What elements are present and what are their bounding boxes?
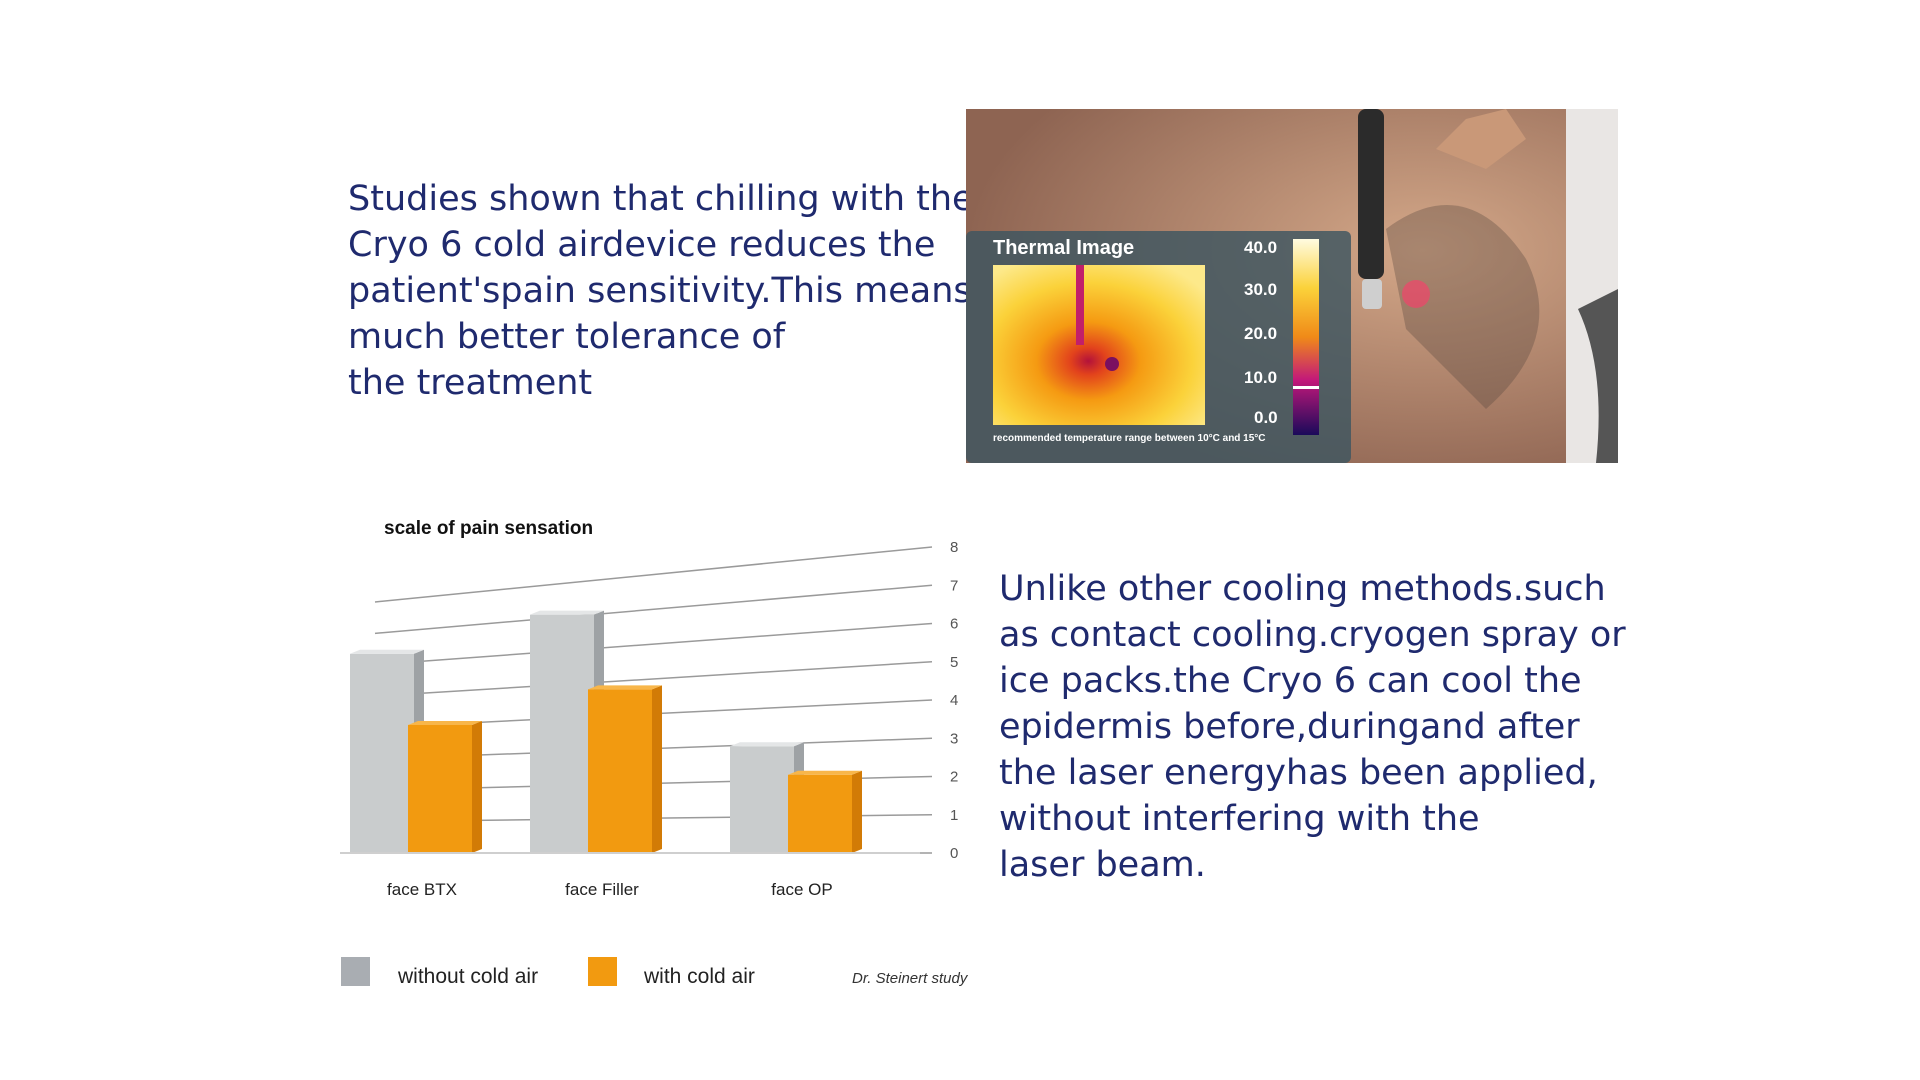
bar-top	[788, 770, 862, 775]
legend-swatch-without-cold-air	[341, 957, 370, 986]
gridline	[374, 584, 933, 635]
thermal-title: Thermal Image	[993, 237, 1135, 259]
treatment-illustration	[966, 109, 1618, 463]
y-tick-label: 3	[950, 730, 958, 747]
thermal-note: recommended temperature range between 10…	[993, 433, 1266, 444]
cooling-paragraph: Unlike other cooling methods.such as con…	[999, 566, 1626, 888]
cooling-line: laser beam.	[999, 845, 1206, 885]
cooling-line: epidermis before,duringand after	[999, 707, 1580, 747]
x-category-label: face BTX	[387, 880, 457, 899]
intro-line: much better tolerance of	[348, 317, 786, 357]
cooling-line: Unlike other cooling methods.such	[999, 569, 1606, 609]
legend-label-without-cold-air: without cold air	[398, 965, 539, 988]
gridline	[374, 661, 933, 697]
thermal-scale-label: 40.0	[1244, 238, 1278, 257]
y-tick-label: 4	[950, 692, 958, 709]
bar	[788, 774, 852, 853]
chart-title: scale of pain sensation	[384, 518, 594, 539]
bar-side	[852, 770, 862, 853]
thermal-scale-label: 10.0	[1244, 368, 1278, 387]
legend-label-with-cold-air: with cold air	[644, 965, 755, 988]
intro-line: patient'spain sensitivity.This means	[348, 271, 972, 311]
bar	[730, 746, 794, 853]
y-tick-label: 2	[950, 769, 958, 786]
x-category-label: face Filler	[565, 880, 639, 899]
bar-side	[652, 685, 662, 853]
thermal-treatment-photo: Thermal Image 40.0 30.0 20.0 10.0 0.0 re…	[966, 109, 1618, 463]
cooling-line: the laser energyhas been applied,	[999, 753, 1598, 793]
thermal-scale-label: 20.0	[1244, 324, 1278, 343]
bar	[530, 614, 594, 853]
y-tick-label: 5	[950, 654, 958, 671]
bar-top	[408, 720, 482, 725]
pain-bar-chart: 0 1 2 3 4 5 6 7 8 face BTX face Filler face OP	[340, 539, 958, 899]
cooling-line: as contact cooling.cryogen spray or	[999, 615, 1626, 655]
intro-line: the treatment	[348, 363, 593, 403]
thermal-scale-label: 30.0	[1244, 280, 1278, 299]
bar-top	[530, 610, 604, 615]
y-tick-label: 8	[950, 539, 958, 556]
chart-source: Dr. Steinert study	[852, 970, 968, 987]
bar-top	[730, 742, 804, 747]
thermal-scale-label: 0.0	[1254, 408, 1278, 427]
bar-top	[588, 685, 662, 690]
x-category-label: face OP	[771, 880, 832, 899]
cooling-line: without interfering with the	[999, 799, 1480, 839]
bar-side	[472, 720, 482, 853]
bar	[350, 653, 414, 853]
intro-line: Studies shown that chilling with the	[348, 179, 974, 219]
cooling-line: ice packs.the Cryo 6 can cool the	[999, 661, 1582, 701]
y-tick-label: 1	[950, 807, 958, 824]
intro-line: Cryo 6 cold airdevice reduces the	[348, 225, 936, 265]
gridline	[374, 546, 933, 603]
bar-top	[350, 649, 424, 654]
legend-swatch-with-cold-air	[588, 957, 617, 986]
intro-paragraph: Studies shown that chilling with the Cry…	[348, 176, 974, 406]
y-tick-label: 0	[950, 845, 958, 862]
bar	[588, 689, 652, 853]
bar	[408, 724, 472, 853]
y-tick-label: 6	[950, 616, 958, 633]
y-tick-label: 7	[950, 577, 958, 594]
gridline	[374, 622, 933, 666]
